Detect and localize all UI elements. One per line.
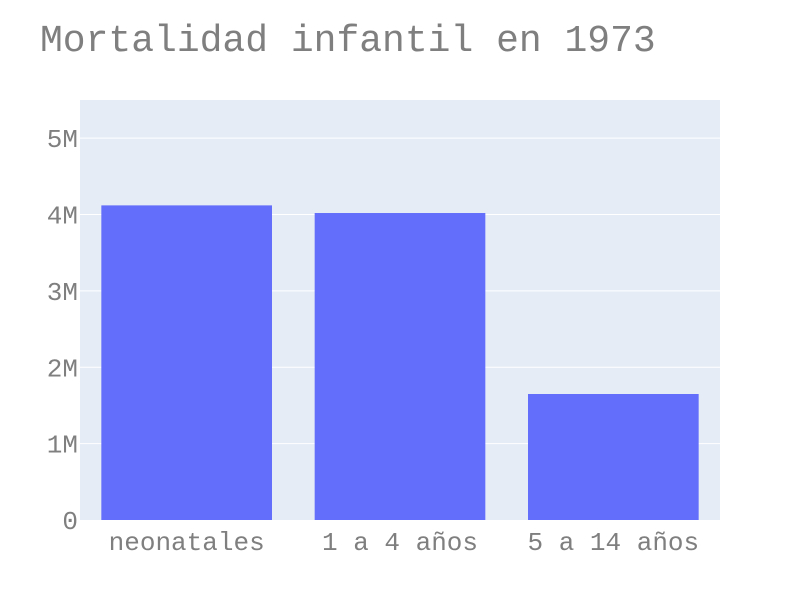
y-tick-label: 5M	[47, 125, 78, 155]
chart-title: Mortalidad infantil en 1973	[40, 20, 656, 63]
x-axis-ticks: neonatales 1 a 4 años 5 a 14 años	[109, 528, 700, 558]
y-axis-ticks: 0 1M 2M 3M 4M 5M	[47, 125, 78, 537]
y-tick-label: 1M	[47, 431, 78, 461]
bar	[528, 394, 699, 520]
y-tick-label: 4M	[47, 202, 78, 232]
bar	[101, 205, 272, 520]
bar	[314, 213, 486, 520]
bars	[101, 205, 699, 520]
y-tick-label: 0	[62, 507, 78, 537]
x-tick-label: neonatales	[109, 528, 265, 558]
y-tick-label: 2M	[47, 354, 78, 384]
x-tick-label: 5 a 14 años	[528, 528, 700, 558]
x-tick-label: 1 a 4 años	[322, 528, 478, 558]
y-tick-label: 3M	[47, 278, 78, 308]
